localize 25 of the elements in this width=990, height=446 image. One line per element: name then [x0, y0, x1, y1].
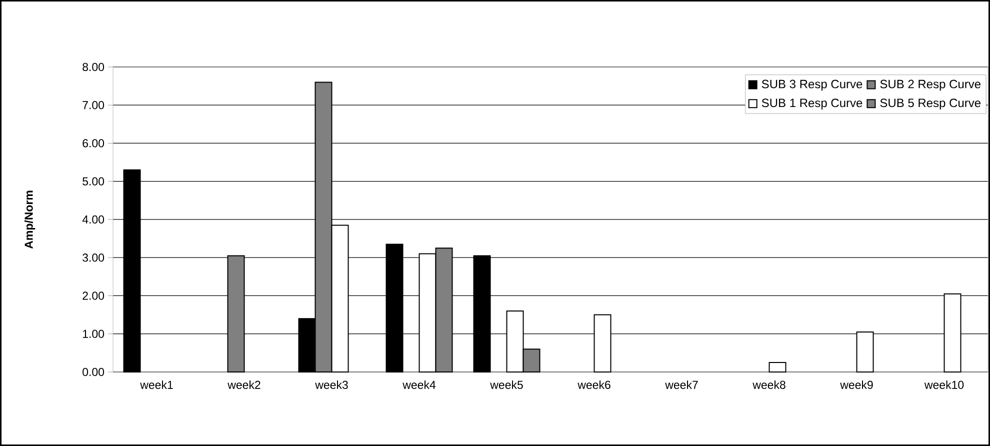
y-tick-label: 1.00: [82, 330, 104, 338]
y-tick-label: 7.00: [82, 101, 104, 110]
legend-label: SUB 5 Resp Curve: [880, 98, 981, 110]
y-tick-label: 8.00: [82, 62, 104, 72]
y-tick-label: 0.00: [82, 368, 104, 376]
x-tick-label: week8: [752, 380, 786, 389]
x-tick-label: week4: [402, 380, 436, 389]
y-tick-label: 2.00: [82, 292, 104, 300]
y-axis-title: Amp/Norm: [24, 190, 36, 249]
x-tick-label: week5: [490, 380, 523, 389]
y-tick-label: 5.00: [82, 177, 104, 186]
y-tick-label: 4.00: [82, 215, 104, 224]
legend-label: SUB 3 Resp Curve: [762, 80, 862, 91]
y-tick-label: 6.00: [82, 139, 104, 148]
x-tick-label: week1: [140, 380, 173, 389]
x-tick-label: week6: [578, 380, 610, 389]
x-tick-label: week10: [924, 380, 964, 389]
legend-label: SUB 2 Resp Curve: [880, 80, 981, 91]
legend-label: SUB 1 Resp Curve: [762, 98, 862, 110]
x-tick-label: week9: [840, 380, 873, 389]
x-tick-label: week2: [228, 380, 260, 389]
y-tick-label: 3.00: [82, 254, 104, 262]
bar: [768, 362, 786, 372]
x-tick-label: week3: [315, 380, 348, 389]
x-tick-label: week7: [665, 380, 698, 389]
